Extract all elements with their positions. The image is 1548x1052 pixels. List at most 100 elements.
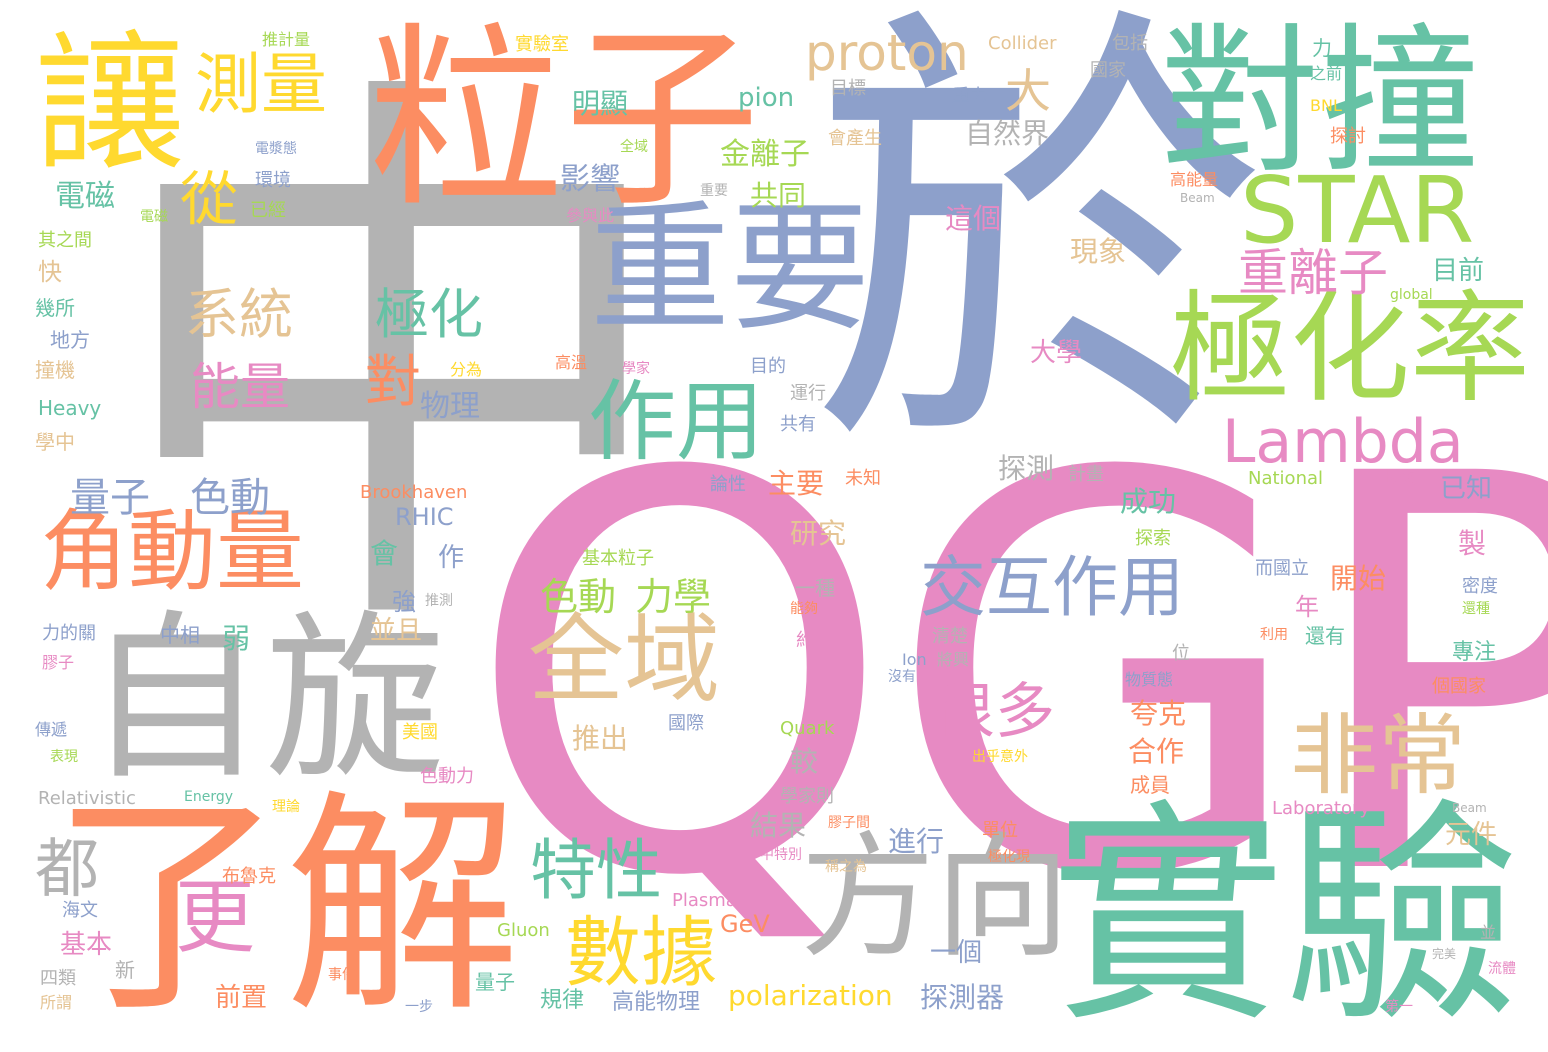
word: Beam — [1452, 801, 1487, 815]
word: 力 — [1312, 36, 1332, 60]
word: 大 — [1005, 64, 1051, 118]
word: 夸克 — [1130, 697, 1187, 730]
word: 現象 — [1070, 235, 1127, 268]
word: 美國 — [402, 722, 438, 743]
word: 探討 — [1330, 126, 1366, 147]
word: 粒子 — [368, 6, 761, 234]
word: 都 — [35, 833, 99, 907]
word: Relativistic — [38, 788, 136, 809]
word: 角動量 — [40, 500, 305, 603]
word: 海文 — [62, 900, 98, 921]
word: 四類 — [40, 968, 76, 989]
word: 會 — [370, 537, 399, 570]
word: 推出 — [572, 722, 629, 755]
word: 目標 — [830, 78, 866, 99]
word: 沒有 — [888, 669, 916, 685]
word: 計畫 — [1068, 464, 1104, 485]
word: QGP — [465, 360, 1548, 995]
word: 地方 — [50, 328, 90, 352]
word: 量子 — [475, 970, 515, 994]
word: Laboratory — [1272, 798, 1371, 819]
word: 了解 — [50, 771, 520, 1044]
word: 這個 — [945, 202, 1002, 235]
word: Brookhaven — [360, 482, 468, 503]
word: Heavy — [38, 396, 102, 420]
word: 快 — [38, 258, 62, 286]
word: 並 — [1480, 923, 1497, 942]
word: 一種 — [795, 576, 835, 600]
word: 較 — [790, 745, 819, 778]
word: 重力 — [952, 86, 988, 107]
word: 利用 — [1260, 627, 1288, 643]
word: 國家 — [1090, 60, 1126, 81]
word: 很多 — [935, 677, 1055, 747]
word: 作 — [438, 543, 465, 573]
word: 能夠 — [790, 601, 818, 617]
word: 單位 — [982, 820, 1018, 841]
word: 學家則 — [780, 786, 834, 807]
word: 位 — [1172, 643, 1190, 664]
word: 參與此 — [566, 206, 615, 225]
word: 極化率 — [1170, 280, 1530, 419]
word: 其之間 — [38, 230, 92, 251]
word: 成功 — [1120, 485, 1177, 518]
word: 對撞 — [1160, 8, 1481, 195]
word: 方向 — [800, 819, 1070, 976]
word: RHIC — [395, 503, 454, 531]
word: 系統 — [185, 283, 293, 346]
word: 作用 — [588, 370, 765, 473]
word: 物質態 — [1125, 670, 1174, 689]
word: 進行 — [888, 825, 945, 858]
word: 重要 — [590, 188, 871, 351]
word: 流體 — [1488, 961, 1516, 977]
word: 高溫 — [555, 353, 588, 372]
word: 將興 — [937, 650, 970, 669]
word: 強 — [392, 588, 416, 616]
word: 物理 — [420, 389, 480, 424]
word: 色動力 — [420, 766, 474, 787]
word: 傳遞 — [35, 720, 68, 739]
word: 極化 — [375, 283, 483, 346]
word: 基本 — [60, 930, 113, 960]
word: 自然界 — [965, 117, 1050, 150]
word: BNL — [1310, 96, 1342, 115]
word: 重離子 — [1238, 244, 1388, 302]
word: 學家 — [622, 361, 650, 377]
word: 一個 — [930, 938, 983, 968]
word: National — [1248, 468, 1324, 489]
word: 新 — [115, 958, 135, 982]
word: 明顯 — [572, 87, 629, 120]
word: proton — [805, 24, 969, 82]
word: 量子 — [70, 475, 150, 521]
word: 力的關 — [42, 623, 96, 644]
word: 第一 — [1385, 999, 1413, 1015]
word: 運行 — [790, 383, 826, 404]
word: 個國家 — [1432, 676, 1486, 697]
word: 布魯克 — [222, 866, 276, 887]
word: 推測 — [425, 593, 453, 609]
word: 膠子間 — [828, 815, 870, 831]
word: 探測器 — [920, 981, 1005, 1014]
word: Ion — [902, 650, 927, 669]
word: 開始 — [1330, 562, 1387, 595]
word: 所謂 — [40, 993, 73, 1012]
word: 年 — [1295, 593, 1319, 621]
word: 已知 — [1440, 474, 1493, 504]
word: Lambda — [1222, 407, 1464, 477]
word: 而國立 — [1255, 558, 1309, 579]
word: 力學 — [635, 575, 712, 619]
word: 元件 — [1445, 820, 1498, 850]
word: Gluon — [497, 920, 550, 941]
word: 分為 — [450, 360, 483, 379]
word: 會產生 — [828, 128, 882, 149]
word: STAR — [1240, 157, 1475, 264]
word: 電磁 — [55, 179, 115, 214]
word: 結果 — [750, 809, 807, 842]
word: 規律 — [540, 988, 585, 1013]
word: 目的 — [750, 356, 786, 377]
word: 弱 — [222, 622, 251, 655]
word: 成員 — [1130, 773, 1170, 797]
word: 讓 — [35, 18, 186, 192]
word: global — [1390, 287, 1433, 303]
